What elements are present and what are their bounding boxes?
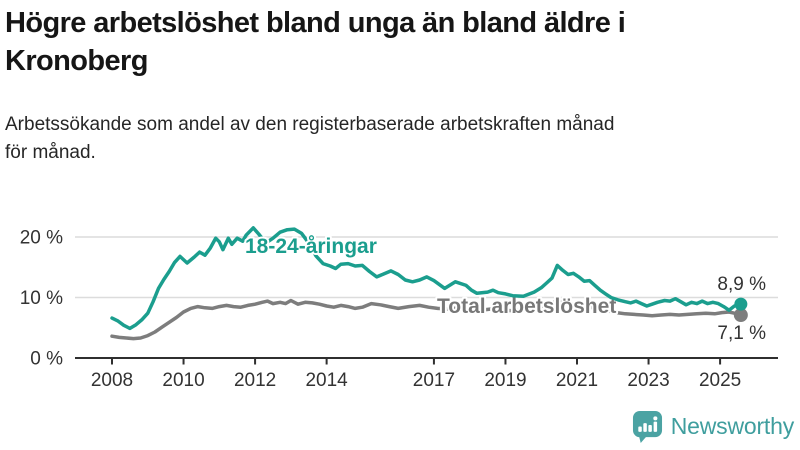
y-tick-label-20: 20 % bbox=[20, 228, 63, 249]
chart-subtitle-line1: Arbetssökande som andel av den registerb… bbox=[5, 114, 615, 135]
x-tick-label-2017: 2017 bbox=[413, 370, 455, 391]
brand-wordmark: Newsworthy bbox=[670, 413, 794, 439]
series-label-young: 18-24-åringar bbox=[245, 235, 377, 258]
chart-subtitle-line2: för månad. bbox=[5, 142, 96, 163]
chart-canvas: 0 % 10 % 20 % 2008 2010 2012 2014 2017 2019 2021 2… bbox=[20, 226, 778, 391]
bar-chart-glyph bbox=[638, 416, 658, 432]
page-title: Högre arbetslöshet bland unga än bland ä… bbox=[5, 4, 797, 80]
x-tick-label-2021: 2021 bbox=[556, 370, 598, 391]
x-tick-label-2014: 2014 bbox=[305, 370, 348, 391]
series-end-value-young: 8,9 % bbox=[717, 274, 766, 295]
page-title-line2: Kronoberg bbox=[5, 45, 148, 77]
y-tick-label-10: 10 % bbox=[20, 288, 63, 309]
chart-subtitle: Arbetssökande som andel av den registerb… bbox=[5, 111, 797, 167]
x-tick-label-2008: 2008 bbox=[91, 370, 133, 391]
newsworthy-logo: Newsworthy bbox=[632, 410, 794, 443]
series-end-dot-young bbox=[734, 297, 748, 311]
series-end-dot-total bbox=[733, 308, 748, 323]
series-line-young bbox=[110, 226, 743, 331]
y-tick-label-0: 0 % bbox=[30, 349, 63, 370]
series-end-value-total: 7,1 % bbox=[717, 323, 766, 344]
series-line-total bbox=[110, 298, 743, 341]
unemployment-line-chart: 0 % 10 % 20 % 2008 2010 2012 2014 2017 2019 2021 2… bbox=[0, 203, 800, 413]
series-label-total: Total arbetslöshet bbox=[437, 295, 616, 318]
x-tick-label-2010: 2010 bbox=[162, 370, 204, 391]
x-tick-label-2019: 2019 bbox=[484, 370, 526, 391]
page-title-line1: Högre arbetslöshet bland unga än bland ä… bbox=[5, 7, 626, 39]
x-tick-label-2025: 2025 bbox=[699, 370, 741, 391]
x-tick-label-2012: 2012 bbox=[234, 370, 276, 391]
x-tick-label-2023: 2023 bbox=[627, 370, 669, 391]
newsworthy-bubble-chart-icon bbox=[632, 411, 662, 443]
